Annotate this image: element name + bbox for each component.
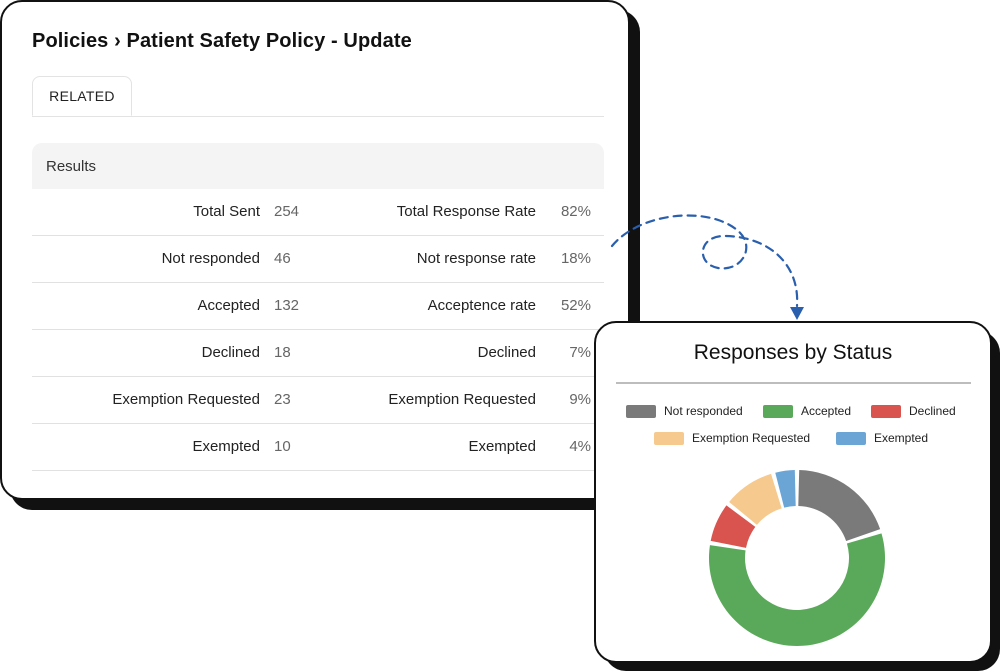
chart-title: Responses by Status xyxy=(693,341,893,364)
row-rate-label: Acceptence rate xyxy=(427,297,536,314)
row-label: Exempted xyxy=(192,438,260,455)
row-rate-value: 4% xyxy=(569,438,591,455)
legend-swatch xyxy=(654,431,684,445)
table-row: Accepted 132 Acceptence rate 52% xyxy=(32,283,604,330)
donut-slice-exemption-requested[interactable] xyxy=(729,473,782,525)
legend-label: Exempted xyxy=(874,431,929,445)
donut-chart xyxy=(709,470,885,646)
legend-swatch xyxy=(871,404,901,418)
row-rate-value: 9% xyxy=(569,391,591,408)
row-rate-value: 82% xyxy=(560,203,591,220)
row-rate-label: Declined xyxy=(477,344,536,361)
row-rate-label: Exemption Requested xyxy=(388,391,536,408)
row-value: 18 xyxy=(274,344,291,361)
table-row: Declined 18 Declined 7% xyxy=(32,330,604,377)
chart-card: Responses by Status Not responded Accept… xyxy=(594,321,992,663)
results-heading: Results xyxy=(46,157,97,175)
legend-item-declined[interactable]: Declined xyxy=(871,404,956,418)
table-row: Total Sent 254 Total Response Rate 82% xyxy=(32,189,604,236)
row-label: Total Sent xyxy=(193,203,260,220)
row-value: 46 xyxy=(274,250,291,267)
row-value: 23 xyxy=(274,391,291,408)
breadcrumb-policies-link[interactable]: Policies xyxy=(32,30,109,52)
legend-item-exemption-requested[interactable]: Exemption Requested xyxy=(654,431,810,445)
chart-divider xyxy=(616,382,971,384)
legend-item-exempted[interactable]: Exempted xyxy=(836,431,928,445)
row-label: Accepted xyxy=(197,297,260,314)
donut-slice-not-responded[interactable] xyxy=(798,470,881,541)
legend-swatch xyxy=(626,404,656,418)
table-row: Exempted 10 Exempted 4% xyxy=(32,424,604,471)
row-rate-label: Not response rate xyxy=(416,250,536,267)
legend-label: Not responded xyxy=(664,404,743,418)
row-label: Not responded xyxy=(161,250,260,267)
row-rate-value: 7% xyxy=(569,344,591,361)
table-row: Exemption Requested 23 Exemption Request… xyxy=(32,377,604,424)
row-value: 10 xyxy=(274,438,291,455)
donut-slice-exempted[interactable] xyxy=(775,470,796,508)
row-rate-label: Total Response Rate xyxy=(396,203,536,220)
breadcrumb-separator: › xyxy=(114,30,121,52)
legend-swatch xyxy=(763,404,793,418)
row-value: 132 xyxy=(274,297,300,314)
results-header: Results xyxy=(32,143,604,189)
legend-item-accepted[interactable]: Accepted xyxy=(763,404,851,418)
page-title: Patient Safety Policy - Update xyxy=(126,30,412,52)
row-value: 254 xyxy=(274,203,300,220)
legend-item-not-responded[interactable]: Not responded xyxy=(626,404,743,418)
tab-related[interactable]: RELATED xyxy=(32,76,132,116)
row-rate-value: 18% xyxy=(560,250,591,267)
table-row: Not responded 46 Not response rate 18% xyxy=(32,236,604,283)
legend-label: Declined xyxy=(909,404,956,418)
results-table: Total Sent 254 Total Response Rate 82% N… xyxy=(32,189,604,471)
legend-swatch xyxy=(836,431,866,445)
row-rate-value: 52% xyxy=(560,297,591,314)
tab-bar: RELATED xyxy=(32,76,604,117)
legend-label: Accepted xyxy=(801,404,852,418)
row-label: Declined xyxy=(201,344,260,361)
legend-label: Exemption Requested xyxy=(692,431,811,445)
breadcrumb: Policies › Patient Safety Policy - Updat… xyxy=(32,30,412,53)
row-rate-label: Exempted xyxy=(468,438,536,455)
donut-slice-accepted[interactable] xyxy=(709,533,885,646)
results-card: Policies › Patient Safety Policy - Updat… xyxy=(0,0,630,500)
row-label: Exemption Requested xyxy=(112,391,260,408)
donut-slice-declined[interactable] xyxy=(710,505,756,548)
